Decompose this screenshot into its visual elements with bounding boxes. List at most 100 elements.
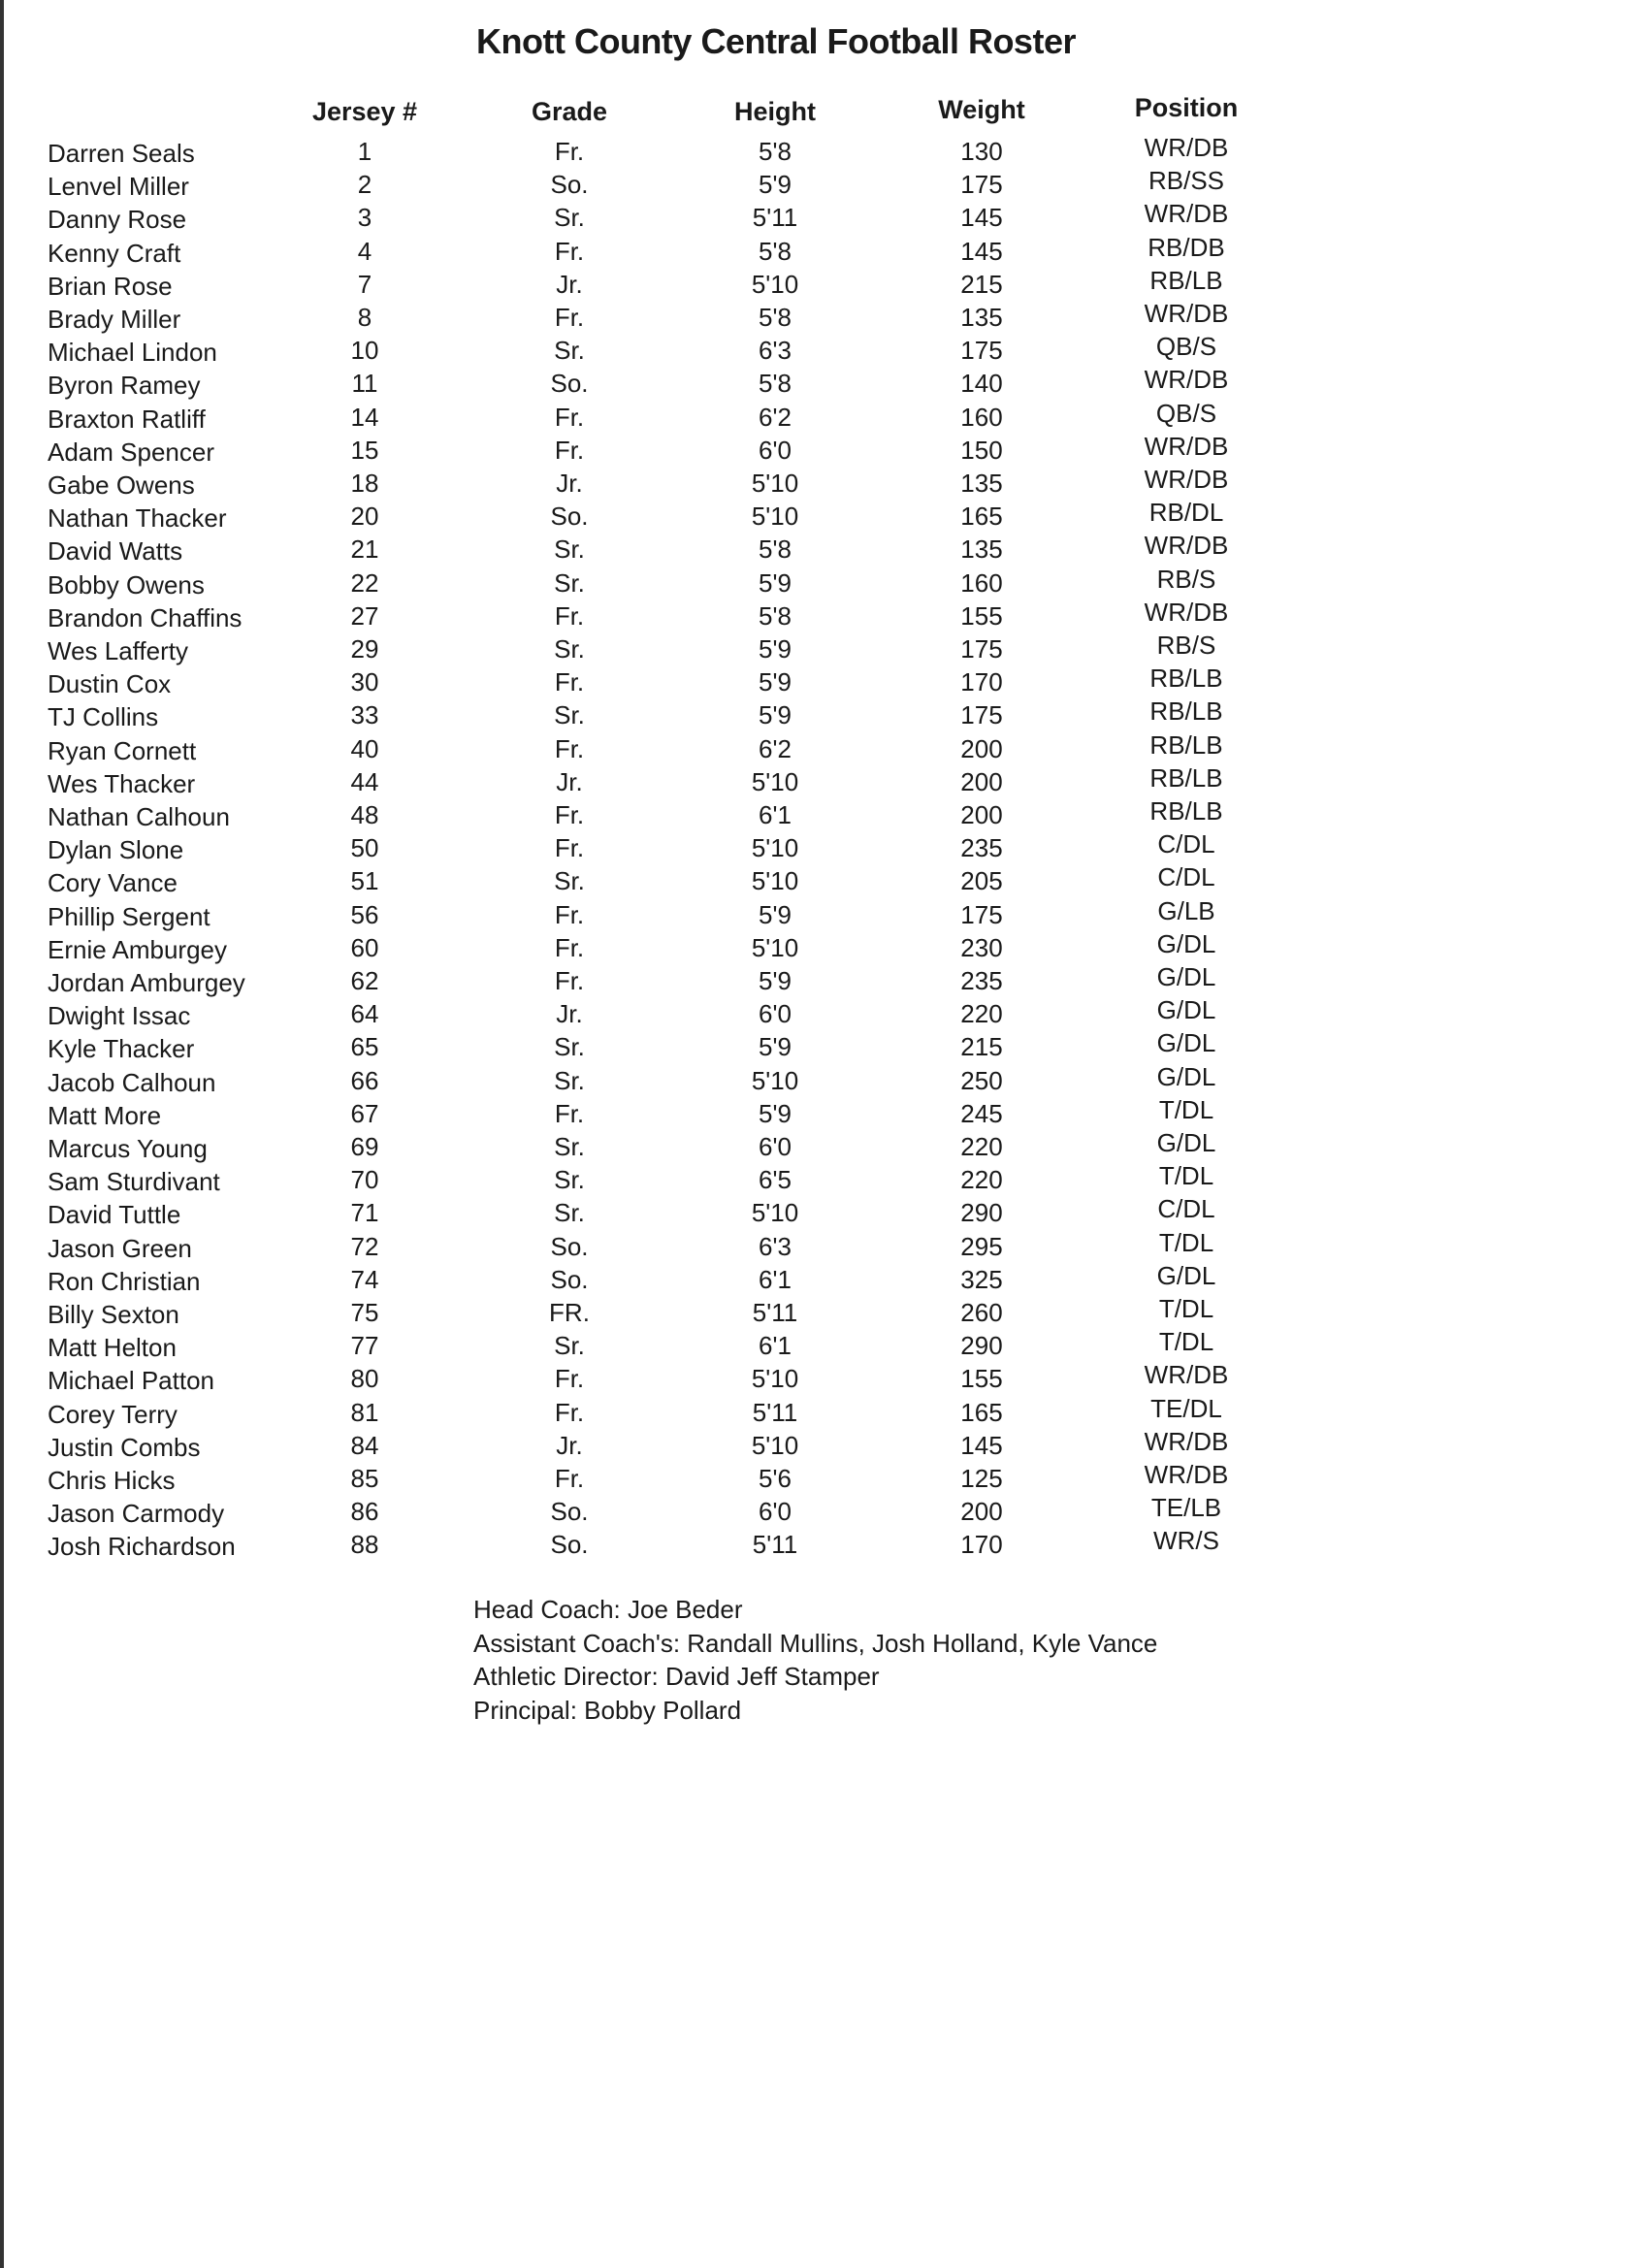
height: 5'11 [752, 1298, 798, 1327]
table-row: Dustin Cox 30 Fr. 5'9 170 RB/LB [0, 664, 1649, 700]
position: RB/LB [1149, 664, 1223, 694]
position: QB/S [1155, 398, 1217, 428]
jersey-number: 72 [350, 1231, 379, 1261]
grade: Sr. [554, 1165, 585, 1195]
player-name: Brandon Chaffins [48, 602, 242, 632]
grade: Fr. [554, 1364, 585, 1394]
player-name: Kyle Thacker [48, 1034, 195, 1064]
grade: Sr. [554, 700, 585, 730]
position: TE/LB [1150, 1493, 1222, 1523]
jersey-number: 44 [350, 766, 379, 796]
header-jersey: Jersey # [311, 97, 418, 126]
jersey-number: 86 [350, 1497, 379, 1527]
weight: 165 [960, 502, 1003, 532]
grade: So. [550, 1231, 589, 1261]
jersey-number: 18 [350, 469, 379, 498]
player-name: Michael Lindon [48, 338, 217, 368]
grade: Fr. [554, 899, 585, 929]
grade: Fr. [554, 137, 585, 166]
head-coach: Head Coach: Joe Beder [473, 1595, 743, 1624]
table-row: Cory Vance 51 Sr. 5'10 205 C/DL [0, 862, 1649, 899]
grade: Jr. [556, 766, 583, 796]
jersey-number: 69 [350, 1132, 379, 1161]
position: RB/S [1156, 564, 1216, 594]
position: QB/S [1155, 332, 1217, 362]
height: 6'5 [759, 1165, 792, 1195]
position: T/DL [1158, 1227, 1214, 1257]
grade: Jr. [556, 469, 583, 498]
jersey-number: 4 [357, 236, 372, 266]
table-row: Brady Miller 8 Fr. 5'8 135 WR/DB [0, 299, 1649, 336]
table-row: David Tuttle 71 Sr. 5'10 290 C/DL [0, 1194, 1649, 1231]
height: 6'0 [759, 1497, 792, 1527]
weight: 295 [960, 1231, 1003, 1261]
scan-edge [0, 0, 4, 2268]
table-row: Jordan Amburgey 62 Fr. 5'9 235 G/DL [0, 962, 1649, 999]
table-row: Kyle Thacker 65 Sr. 5'9 215 G/DL [0, 1028, 1649, 1065]
grade: Sr. [554, 567, 585, 598]
height: 5'9 [759, 170, 792, 200]
position: C/DL [1157, 829, 1215, 859]
height: 5'11 [752, 203, 798, 233]
position: T/DL [1158, 1161, 1214, 1191]
table-row: Sam Sturdivant 70 Sr. 6'5 220 T/DL [0, 1161, 1649, 1198]
table-row: Bobby Owens 22 Sr. 5'9 160 RB/S [0, 564, 1649, 601]
jersey-number: 8 [357, 303, 372, 332]
grade: So. [550, 170, 589, 200]
position: WR/DB [1144, 465, 1229, 494]
position: T/DL [1158, 1294, 1214, 1323]
player-name: Cory Vance [48, 868, 178, 898]
table-row: Brian Rose 7 Jr. 5'10 215 RB/LB [0, 266, 1649, 303]
weight: 140 [960, 369, 1003, 399]
table-row: Marcus Young 69 Sr. 6'0 220 G/DL [0, 1128, 1649, 1165]
height: 5'8 [759, 369, 792, 399]
jersey-number: 62 [350, 966, 379, 995]
player-name: Gabe Owens [48, 470, 195, 500]
jersey-number: 11 [351, 369, 378, 399]
table-row: Darren Seals 1 Fr. 5'8 130 WR/DB [0, 133, 1649, 170]
grade: Sr. [554, 634, 585, 664]
table-row: Nathan Thacker 20 So. 5'10 165 RB/DL [0, 498, 1649, 535]
grade: Fr. [554, 932, 585, 962]
height: 5'10 [751, 866, 799, 896]
table-row: Dwight Issac 64 Jr. 6'0 220 G/DL [0, 995, 1649, 1032]
weight: 145 [960, 1430, 1003, 1460]
position: WR/DB [1144, 365, 1229, 395]
player-name: Chris Hicks [48, 1466, 176, 1495]
player-name: Jordan Amburgey [48, 968, 245, 997]
position: WR/S [1153, 1526, 1219, 1556]
weight: 200 [960, 1497, 1003, 1527]
height: 5'10 [751, 1430, 799, 1460]
table-row: TJ Collins 33 Sr. 5'9 175 RB/LB [0, 697, 1649, 733]
jersey-number: 22 [350, 567, 379, 598]
grade: Fr. [554, 800, 585, 829]
weight: 175 [960, 899, 1003, 929]
position: G/DL [1156, 1028, 1216, 1058]
weight: 155 [960, 600, 1003, 631]
position: T/DL [1158, 1327, 1214, 1357]
height: 6'0 [759, 435, 792, 465]
jersey-number: 77 [350, 1331, 379, 1361]
position: RB/LB [1149, 729, 1223, 760]
principal: Principal: Bobby Pollard [473, 1695, 742, 1725]
jersey-number: 10 [350, 336, 379, 366]
height: 5'9 [759, 700, 792, 730]
weight: 155 [960, 1364, 1003, 1394]
player-name: Kenny Craft [48, 238, 181, 268]
player-name: Darren Seals [48, 139, 195, 168]
weight: 200 [960, 733, 1003, 763]
weight: 150 [960, 435, 1003, 465]
player-name: Jason Carmody [48, 1499, 225, 1529]
weight: 175 [960, 634, 1003, 664]
player-name: Ron Christian [48, 1266, 201, 1296]
weight: 220 [960, 999, 1003, 1029]
position: G/DL [1156, 1061, 1216, 1091]
position: WR/DB [1144, 199, 1229, 229]
weight: 170 [960, 1530, 1003, 1560]
height: 5'10 [751, 932, 799, 962]
grade: Sr. [554, 1065, 585, 1095]
grade: Jr. [556, 1430, 583, 1460]
player-name: Braxton Ratliff [48, 404, 206, 434]
weight: 200 [960, 766, 1003, 796]
position: G/DL [1156, 1128, 1216, 1157]
